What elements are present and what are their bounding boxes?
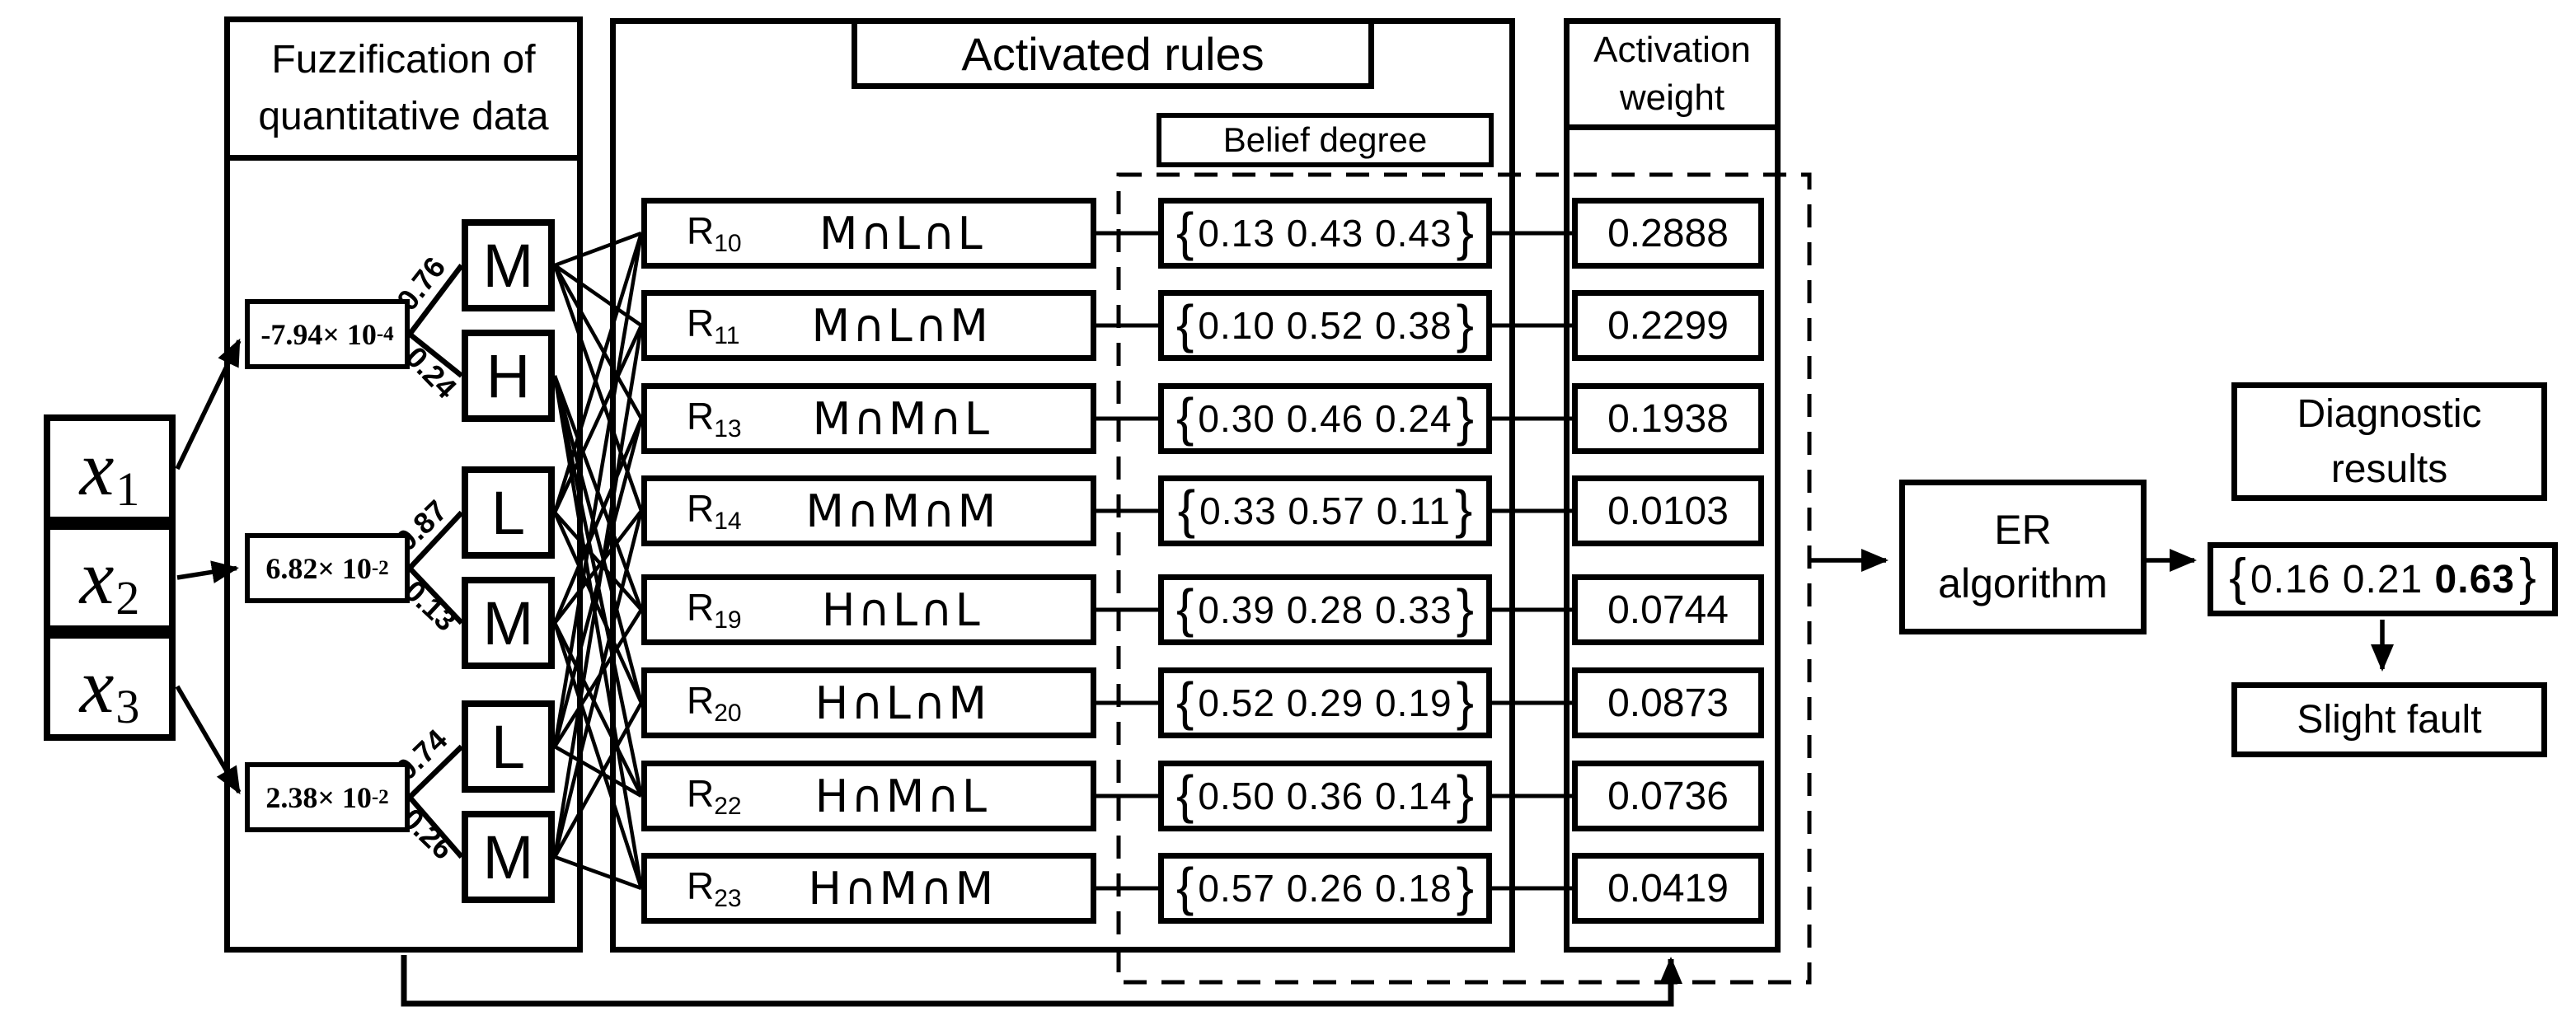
membership-rule-link bbox=[554, 854, 642, 891]
activation-weight-box-R23: 0.0419 bbox=[1572, 853, 1764, 924]
activation-weight-box-R19: 0.0744 bbox=[1572, 574, 1764, 645]
fuzzy-edge bbox=[407, 795, 464, 859]
membership-rule-link bbox=[552, 375, 644, 611]
fuzzy-edge bbox=[407, 510, 464, 570]
belief-degree-box-R14: {0.33 0.57 0.11} bbox=[1158, 475, 1492, 546]
belief-degree-title: Belief degree bbox=[1222, 120, 1428, 159]
rule-box-R13: R13 M∩M∩L bbox=[641, 383, 1096, 454]
activation-weight-box-R11: 0.2299 bbox=[1572, 290, 1764, 361]
belief-degree-box-R10: {0.13 0.43 0.43} bbox=[1158, 198, 1492, 269]
membership-box-4-M: M bbox=[462, 577, 555, 669]
membership-rule-link bbox=[552, 512, 644, 704]
fuzzified-value-box-3: 2.38× 10 -2 bbox=[245, 762, 410, 832]
activated-rules-title: Activated rules bbox=[961, 27, 1265, 80]
er-label-line1: ER bbox=[1994, 507, 2052, 553]
rule-box-R11: R11 M∩L∩M bbox=[641, 290, 1096, 361]
membership-box-6-M: M bbox=[462, 811, 555, 903]
fuzzy-edge bbox=[407, 264, 464, 336]
membership-rule-link bbox=[552, 418, 644, 624]
activation-weight-title-line1: Activation bbox=[1593, 29, 1751, 70]
membership-rule-link bbox=[552, 375, 644, 704]
membership-box-1-M: M bbox=[462, 219, 555, 311]
rule-box-R20: R20 H∩L∩M bbox=[641, 667, 1096, 738]
rule-box-R19: R19 H∩L∩L bbox=[641, 574, 1096, 645]
membership-rule-link bbox=[552, 375, 644, 797]
er-algorithm-box: ER algorithm bbox=[1899, 480, 2147, 634]
belief-degree-box-R20: {0.52 0.29 0.19} bbox=[1158, 667, 1492, 738]
activation-weight-box-R22: 0.0736 bbox=[1572, 761, 1764, 831]
fuzzification-header: Fuzzification of quantitative data bbox=[224, 16, 583, 161]
rule-box-R22: R22 H∩M∩L bbox=[641, 761, 1096, 831]
belief-degree-box-R13: {0.30 0.46 0.24} bbox=[1158, 383, 1492, 454]
belief-degree-box-R19: {0.39 0.28 0.33} bbox=[1158, 574, 1492, 645]
diagnostic-results-header: Diagnostic results bbox=[2231, 382, 2547, 501]
belief-degree-header: Belief degree bbox=[1157, 113, 1494, 167]
membership-rule-link bbox=[553, 608, 643, 748]
belief-degree-box-R23: {0.57 0.26 0.18} bbox=[1158, 853, 1492, 924]
membership-rule-link bbox=[552, 265, 644, 512]
membership-rule-link bbox=[552, 622, 644, 889]
er-label-line2: algorithm bbox=[1938, 560, 2108, 606]
membership-box-3-L: L bbox=[462, 466, 555, 559]
rule-box-R14: R14 M∩M∩M bbox=[641, 475, 1096, 546]
fuzzy-edge bbox=[407, 744, 464, 799]
activated-rules-header: Activated rules bbox=[852, 18, 1374, 89]
activation-weight-title-line2: weight bbox=[1619, 77, 1725, 118]
belief-weight-dashed-boundary bbox=[1116, 172, 1812, 985]
activation-weight-box-R13: 0.1938 bbox=[1572, 383, 1764, 454]
membership-rule-link bbox=[553, 264, 643, 327]
diagnostic-results-title-line2: results bbox=[2330, 447, 2448, 491]
fuzzification-title-line2: quantitative data bbox=[258, 94, 549, 138]
belief-degree-box-R11: {0.10 0.52 0.38} bbox=[1158, 290, 1492, 361]
activation-weight-box-R14: 0.0103 bbox=[1572, 475, 1764, 546]
feedback-line bbox=[401, 955, 1682, 1007]
diagnostic-belief-box: {0.16 0.21 0.63} bbox=[2208, 542, 2558, 616]
membership-rule-link bbox=[554, 231, 642, 268]
diagnostic-results-title-line1: Diagnostic bbox=[2297, 391, 2482, 436]
fuzzified-value-box-1: -7.94× 10 -4 bbox=[245, 299, 410, 369]
fuzzy-edge bbox=[407, 566, 464, 625]
membership-rule-link bbox=[552, 325, 644, 513]
membership-rule-link bbox=[553, 264, 643, 420]
membership-box-5-L: L bbox=[462, 700, 555, 793]
fuzzified-value-box-2: 6.82× 10 -2 bbox=[245, 533, 410, 603]
membership-rule-link bbox=[552, 621, 644, 798]
membership-rule-link bbox=[553, 511, 643, 611]
membership-rule-link bbox=[553, 745, 643, 798]
membership-box-2-H: H bbox=[462, 330, 555, 422]
conclusion-label: Slight fault bbox=[2297, 698, 2482, 742]
conclusion-box: Slight fault bbox=[2231, 682, 2547, 757]
membership-rule-link bbox=[553, 509, 643, 625]
membership-rule-link bbox=[552, 375, 644, 889]
activation-weight-box-R10: 0.2888 bbox=[1572, 198, 1764, 269]
fuzzy-edge bbox=[407, 331, 464, 378]
activation-weight-header: Activation weight bbox=[1564, 18, 1781, 130]
belief-degree-box-R22: {0.50 0.36 0.14} bbox=[1158, 761, 1492, 831]
rule-box-R10: R10 M∩L∩L bbox=[641, 198, 1096, 269]
fuzzification-title-line1: Fuzzification of bbox=[271, 38, 536, 82]
rule-box-R23: R23 H∩M∩M bbox=[641, 853, 1096, 924]
activation-weight-box-R20: 0.0873 bbox=[1572, 667, 1764, 738]
